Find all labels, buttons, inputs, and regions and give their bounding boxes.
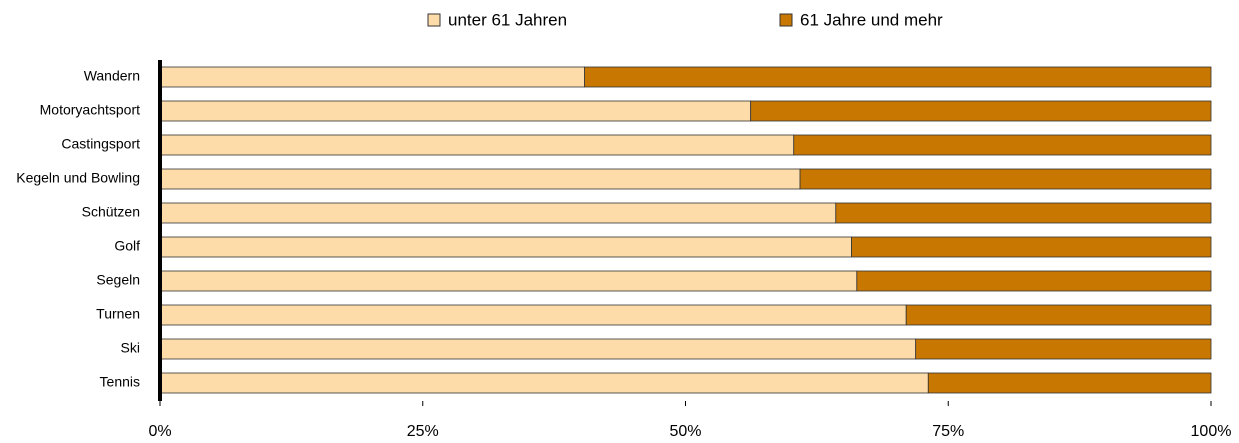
x-tick-label: 50% <box>669 423 701 440</box>
y-tick-label: Wandern <box>84 68 140 84</box>
legend-label: unter 61 Jahren <box>448 10 567 29</box>
x-tick-label: 0% <box>148 423 171 440</box>
y-tick-label: Schützen <box>82 204 140 220</box>
bar-segment <box>750 100 1212 122</box>
y-tick-label: Ski <box>121 340 140 356</box>
y-tick-label: Segeln <box>96 272 140 288</box>
bar-segment <box>159 66 586 88</box>
legend-swatch <box>779 13 793 27</box>
bar-segment <box>927 372 1212 394</box>
y-tick-label: Motoryachtsport <box>40 102 140 118</box>
legend: unter 61 Jahren 61 Jahre und mehr <box>427 10 943 29</box>
y-tick-label: Golf <box>114 238 140 254</box>
bar-segment <box>159 304 907 326</box>
bar-segment <box>159 100 752 122</box>
bar-segment <box>856 270 1212 292</box>
x-tick-label: 100% <box>1191 423 1232 440</box>
bar-segment <box>851 236 1212 258</box>
bar-segment <box>915 338 1212 360</box>
bar-segment <box>159 236 852 258</box>
bar-segment <box>159 168 801 190</box>
bar-segment <box>835 202 1212 224</box>
x-tick-label: 75% <box>932 423 964 440</box>
bar-segment <box>159 134 795 156</box>
bar-segment <box>159 202 837 224</box>
bar-segment <box>159 372 929 394</box>
bar-segment <box>584 66 1212 88</box>
y-tick-label: Castingsport <box>61 136 140 152</box>
bar-segment <box>799 168 1212 190</box>
bar-segment <box>793 134 1212 156</box>
x-tick-label: 25% <box>407 423 439 440</box>
bar-segment <box>159 270 858 292</box>
y-tick-label: Tennis <box>100 374 140 390</box>
y-tick-label: Turnen <box>96 306 140 322</box>
legend-label: 61 Jahre und mehr <box>800 10 943 29</box>
bar-segment <box>905 304 1212 326</box>
y-tick-label: Kegeln und Bowling <box>16 170 140 186</box>
legend-swatch <box>427 13 441 27</box>
bar-segment <box>159 338 917 360</box>
